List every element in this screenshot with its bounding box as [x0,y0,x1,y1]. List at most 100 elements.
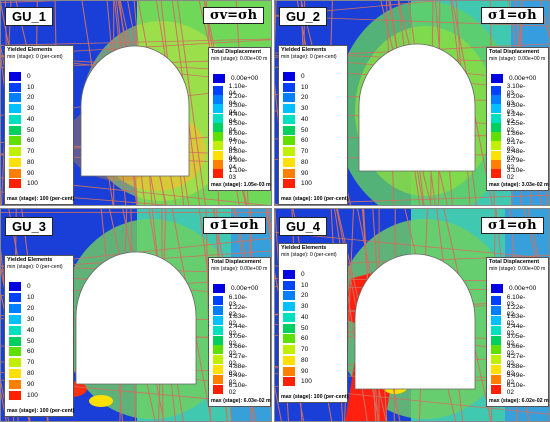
joint-line [523,209,549,316]
legend-value: 50 [301,126,309,134]
legend-swatch [213,122,223,132]
legend-entry: 2.44e-02 [491,323,527,337]
legend-swatch [283,179,295,189]
legend-swatch [491,365,501,375]
legend-entry: 0.00e+00 [491,74,536,83]
legend-entry: 4.27e-02 [213,353,249,367]
legend-swatch [213,169,223,179]
legend-value: 5.49e-02 [506,372,526,387]
joint-line [275,231,549,259]
legend-entry: 50 [283,323,309,333]
legend-swatch [283,157,295,167]
legend-swatch [9,168,21,178]
legend-value: 0.00e+00 [509,75,537,82]
legend-value: 6.60e-04 [228,129,248,144]
legend-value: 40 [27,326,35,334]
legend-value: 6.10e-03 [228,293,248,308]
legend-swatch [9,93,21,103]
legend-swatch [213,296,223,306]
displacement-legend-gu1: Total Displacement min (stage): 0.00e+00 … [208,47,271,191]
legend-entry: 1.22e-02 [491,304,527,318]
legend-swatch [283,93,295,103]
legend-value: 6.10e-02 [228,382,248,397]
legend-swatch [9,391,21,401]
joint-line [1,380,10,421]
legend-swatch [491,325,501,335]
legend-value: 2.20e-04 [228,92,248,107]
legend-entry: 50 [283,125,309,135]
legend-entry: 6.10e-02 [213,382,249,396]
legend-entry: 3.05e-02 [491,333,527,347]
legend-value: 3.05e-02 [228,333,248,348]
legend-value: 3.05e-02 [506,333,526,348]
legend-swatch [9,292,21,302]
legend-value: 3.30e-04 [228,101,248,116]
legend-title: Total Displacement [211,259,262,265]
legend-swatch [491,141,501,151]
joint-line [1,38,271,46]
legend-entry: 80 [9,369,34,379]
stress-condition-label: σv=σh [203,7,265,24]
stress-condition-label: σ1=σh [481,7,544,24]
yield-legend-gu4: Yielded Elements min (stage): 0 (per-cent… [278,243,348,403]
legend-value: 0 [27,283,31,290]
legend-subtitle: min (stage): 0.00e+00 m [489,56,546,62]
legend-value: 80 [301,356,309,364]
legend-swatch [213,159,223,169]
legend-swatch [9,136,21,146]
legend-value: 90 [27,169,35,177]
legend-swatch [283,280,295,290]
legend-swatch [283,334,295,344]
legend-value: 50 [301,324,309,332]
legend-entry: 4.88e-02 [213,363,249,377]
legend-entry: 90 [9,168,35,178]
legend-title: Yielded Elements [281,245,327,251]
legend-swatch [283,291,295,301]
legend-entry: 70 [283,345,308,355]
panel-gu2: GU_2 σ1=σh Yielded Elements min (stage): … [274,0,550,206]
yield-legend-gu1: Yielded Elements min (stage): 0 (per-cent… [4,45,74,205]
legend-swatch [9,114,21,124]
legend-swatch [213,325,223,335]
legend-swatch [213,113,223,123]
legend-title: Total Displacement [211,49,262,55]
legend-entry: 6.10e-02 [491,382,527,396]
legend-entry: 60 [9,136,34,146]
legend-entry: 40 [283,312,308,322]
legend-swatch [491,296,501,306]
legend-title: Yielded Elements [7,47,53,53]
legend-swatch [283,302,295,312]
legend-value: 1.86e-02 [506,129,526,144]
legend-value: 50 [27,337,35,345]
panel-gu2-plot [275,1,549,205]
joint-line [1,390,7,421]
legend-swatch [9,104,21,114]
stress-condition-label: σ1=σh [203,217,266,234]
legend-swatch [491,315,501,325]
legend-swatch [491,284,503,293]
stress-condition-label: σ1=σh [481,217,544,234]
joint-line [527,209,549,310]
legend-entry: 9.90e-04 [213,157,249,171]
legend-swatch [283,312,295,322]
legend-entry: 7.70e-04 [213,139,249,153]
legend-swatch [491,74,503,83]
legend-value: 60 [27,348,35,356]
legend-swatch [491,335,501,345]
legend-entry: 3.66e-02 [213,343,249,357]
gu-label: GU_2 [279,7,327,26]
legend-entry: 1.86e-02 [491,130,527,144]
legend-value: 4.27e-02 [506,352,526,367]
legend-entry: 6.20e-03 [491,93,527,107]
displacement-legend-gu4: Total Displacement min (stage): 0.00e+00 … [486,257,549,407]
legend-subtitle: min (stage): 0 (per-cent) [281,54,337,60]
legend-title: Yielded Elements [7,257,53,263]
gu-label: GU_3 [5,217,53,236]
legend-swatch [283,82,295,92]
legend-entry: 80 [283,157,308,167]
legend-entry: 80 [9,157,34,167]
legend-entry: 30 [283,302,308,312]
legend-footer: max (stage): 6.02e-02 m [489,398,549,404]
legend-entry: 10 [283,280,308,290]
legend-subtitle: min (stage): 0 (per-cent) [7,264,63,270]
